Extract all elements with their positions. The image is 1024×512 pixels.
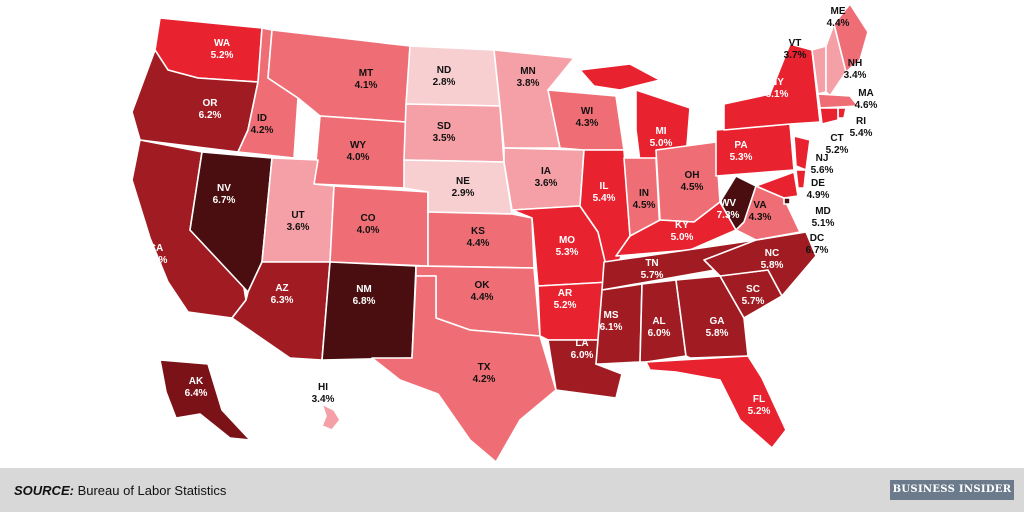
state-nh <box>825 23 847 97</box>
state-ks <box>427 211 535 269</box>
state-sd <box>403 103 505 163</box>
state-nd <box>405 45 501 107</box>
brand-logo: BUSINESS INSIDER <box>890 480 1014 500</box>
state-tx <box>371 275 557 463</box>
state-de <box>795 169 807 189</box>
state-me <box>833 3 869 73</box>
state-nj <box>793 135 811 171</box>
state-wv <box>719 175 757 231</box>
state-ia <box>503 147 585 211</box>
state-ri <box>837 107 847 119</box>
state-co <box>329 185 429 267</box>
source-text: Bureau of Labor Statistics <box>73 483 227 498</box>
source-note: SOURCE: Bureau of Labor Statistics <box>14 483 226 498</box>
state-fl <box>645 355 787 449</box>
state-ms <box>595 283 643 365</box>
state-ny <box>723 43 821 131</box>
source-label: SOURCE: <box>14 483 74 498</box>
state-ct <box>819 107 839 125</box>
state-wi <box>547 89 625 151</box>
state-pa <box>715 123 795 177</box>
state-nc <box>703 231 817 297</box>
state-hi <box>321 403 341 431</box>
state-nm <box>321 261 417 361</box>
us-map <box>131 3 869 463</box>
footer: SOURCE: Bureau of Labor Statistics BUSIN… <box>0 468 1024 512</box>
state-al <box>639 279 687 363</box>
state-ak <box>159 359 251 441</box>
state-wy <box>313 115 407 189</box>
state-md <box>755 171 799 199</box>
state-dc <box>783 197 791 205</box>
state-ma <box>817 93 859 109</box>
